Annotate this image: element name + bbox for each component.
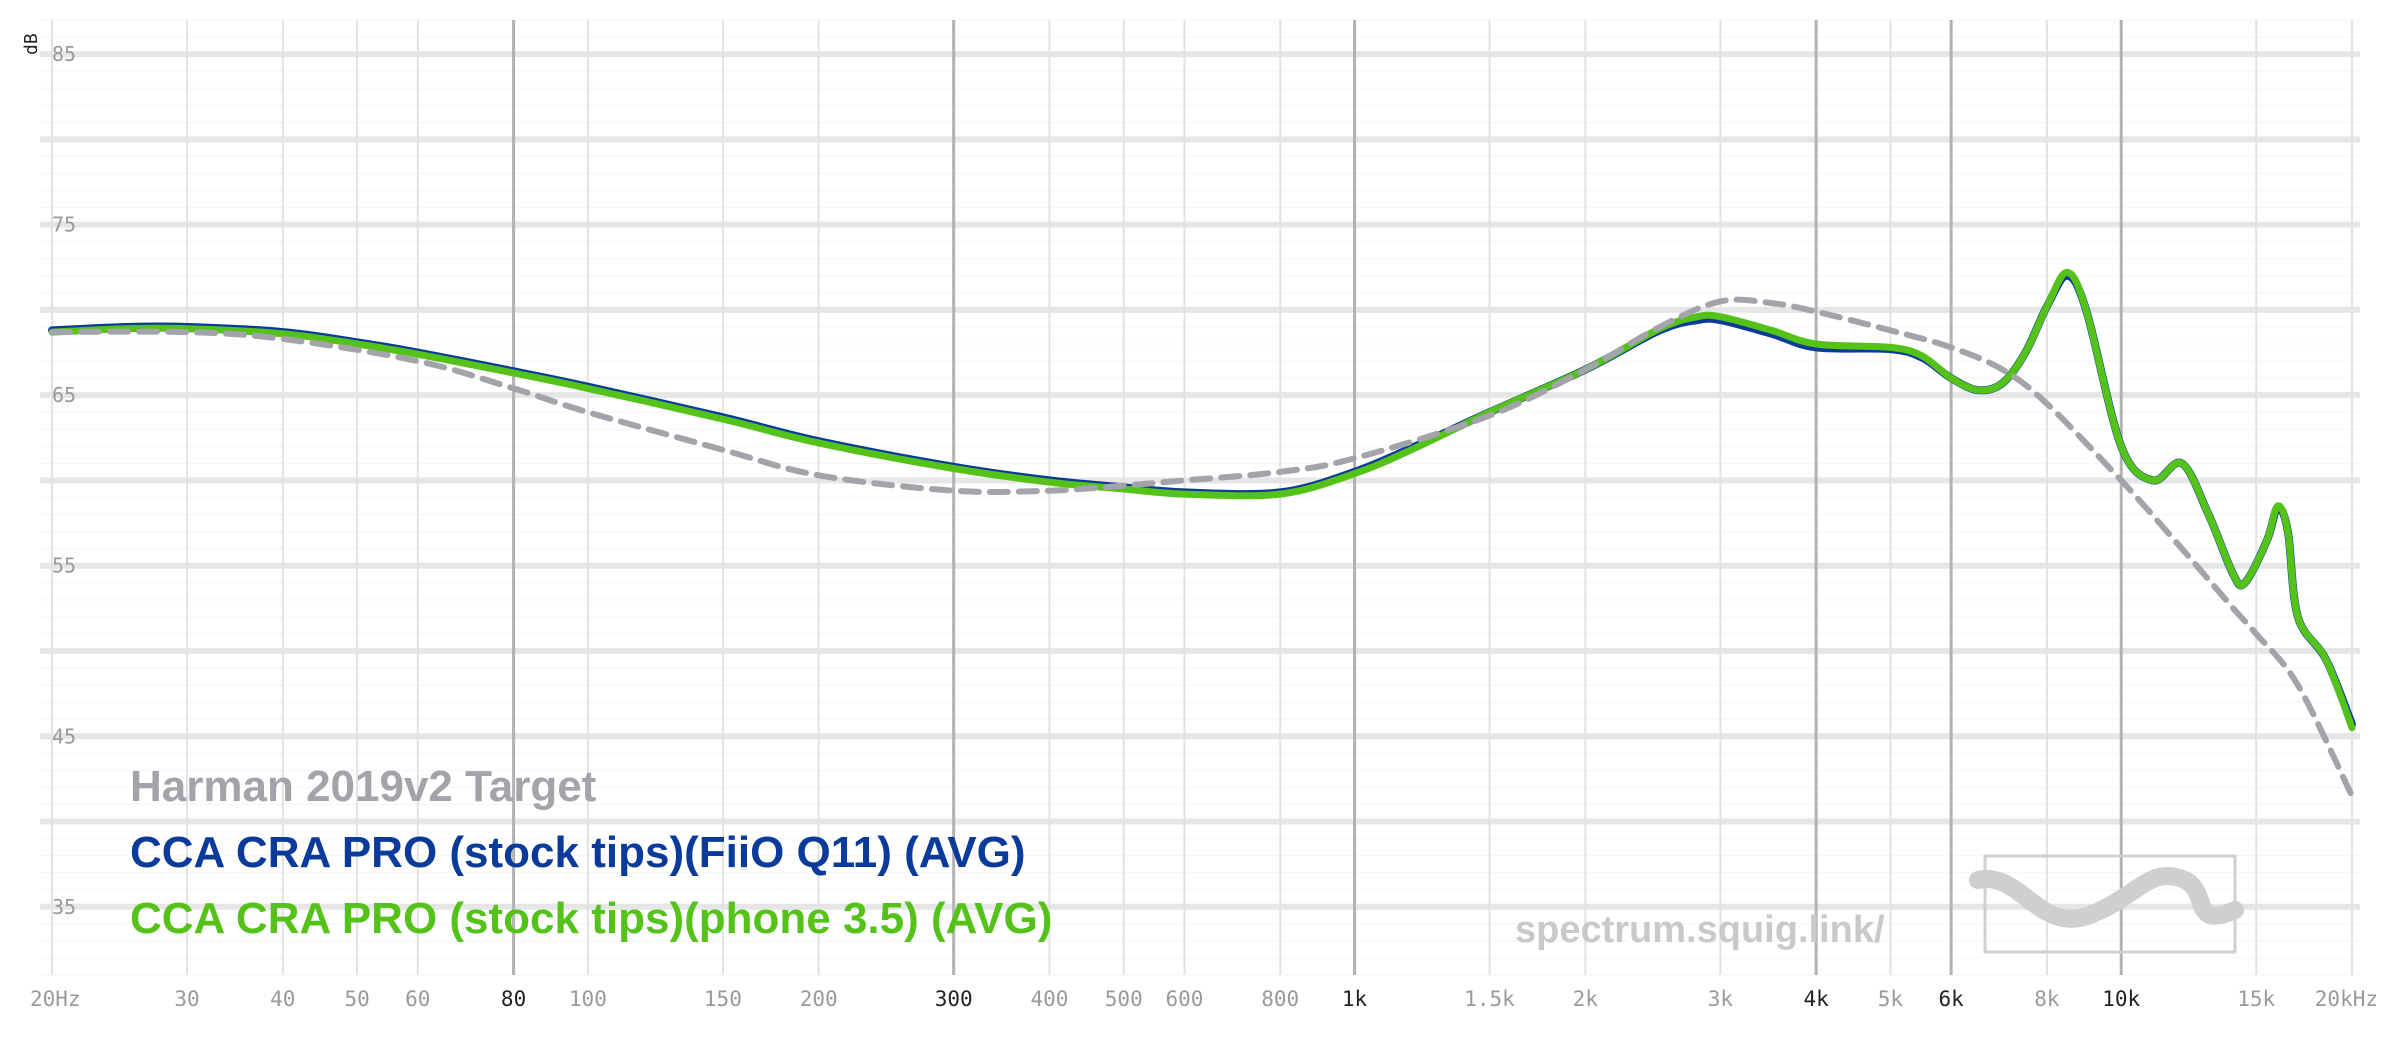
- y-unit-label: dB: [21, 33, 42, 55]
- x-tick-label: 10k: [2102, 987, 2140, 1011]
- x-tick-label: 8k: [2034, 987, 2060, 1011]
- y-tick-labels: 85 75 65 55 45 35: [52, 42, 76, 919]
- x-tick-label: 500: [1105, 987, 1143, 1011]
- squiggle-logo-icon: [1969, 854, 2244, 954]
- legend: Harman 2019v2 Target CCA CRA PRO (stock …: [130, 762, 1052, 943]
- series-line-fiio-q11: [48, 271, 2356, 729]
- y-tick-label: 85: [52, 42, 76, 66]
- x-tick-label: 3k: [1708, 987, 1734, 1011]
- legend-entry-fiio: CCA CRA PRO (stock tips)(FiiO Q11) (AVG): [130, 828, 1026, 877]
- y-tick-label: 35: [52, 895, 76, 919]
- x-tick-label: 1k: [1342, 987, 1368, 1011]
- x-tick-label: 4k: [1803, 987, 1829, 1011]
- x-tick-label: 100: [569, 987, 607, 1011]
- x-tick-label: 1.5k: [1464, 987, 1515, 1011]
- x-tick-labels: 20Hz 30 40 50 60 80 100 150 200 300 400 500 600 800 1k…: [30, 987, 2378, 1011]
- x-tick-label: 400: [1030, 987, 1068, 1011]
- legend-entry-phone: CCA CRA PRO (stock tips)(phone 3.5) (AVG…: [130, 894, 1052, 943]
- series-layer: [48, 268, 2356, 799]
- x-tick-label: 200: [800, 987, 838, 1011]
- x-tick-label: 20kHz: [2315, 987, 2378, 1011]
- y-gridlines: [40, 19, 2360, 976]
- legend-entry-target: Harman 2019v2 Target: [130, 762, 597, 811]
- series-line-harman-target: [49, 296, 2355, 799]
- x-tick-label: 40: [270, 987, 295, 1011]
- series-line-phone: [48, 268, 2356, 732]
- x-tick-label: 800: [1261, 987, 1299, 1011]
- x-tick-label: 5k: [1878, 987, 1904, 1011]
- x-tick-label: 15k: [2237, 987, 2275, 1011]
- x-tick-label: 150: [704, 987, 742, 1011]
- x-tick-label: 300: [935, 987, 973, 1011]
- y-tick-label: 45: [52, 724, 76, 748]
- x-tick-label: 50: [344, 987, 369, 1011]
- y-tick-label: 55: [52, 554, 76, 578]
- y-tick-label: 75: [52, 213, 76, 237]
- x-tick-label: 60: [405, 987, 430, 1011]
- x-tick-label: 80: [501, 987, 526, 1011]
- watermark-text: spectrum.squig.link/: [1515, 909, 1885, 951]
- x-tick-label: 30: [174, 987, 199, 1011]
- x-gridlines: [51, 20, 2353, 975]
- y-tick-label: 65: [52, 383, 76, 407]
- x-tick-label: 20Hz: [30, 987, 81, 1011]
- x-tick-label: 2k: [1573, 987, 1599, 1011]
- x-tick-label: 600: [1165, 987, 1203, 1011]
- watermark: spectrum.squig.link/: [1515, 854, 2244, 954]
- x-tick-label: 6k: [1938, 987, 1964, 1011]
